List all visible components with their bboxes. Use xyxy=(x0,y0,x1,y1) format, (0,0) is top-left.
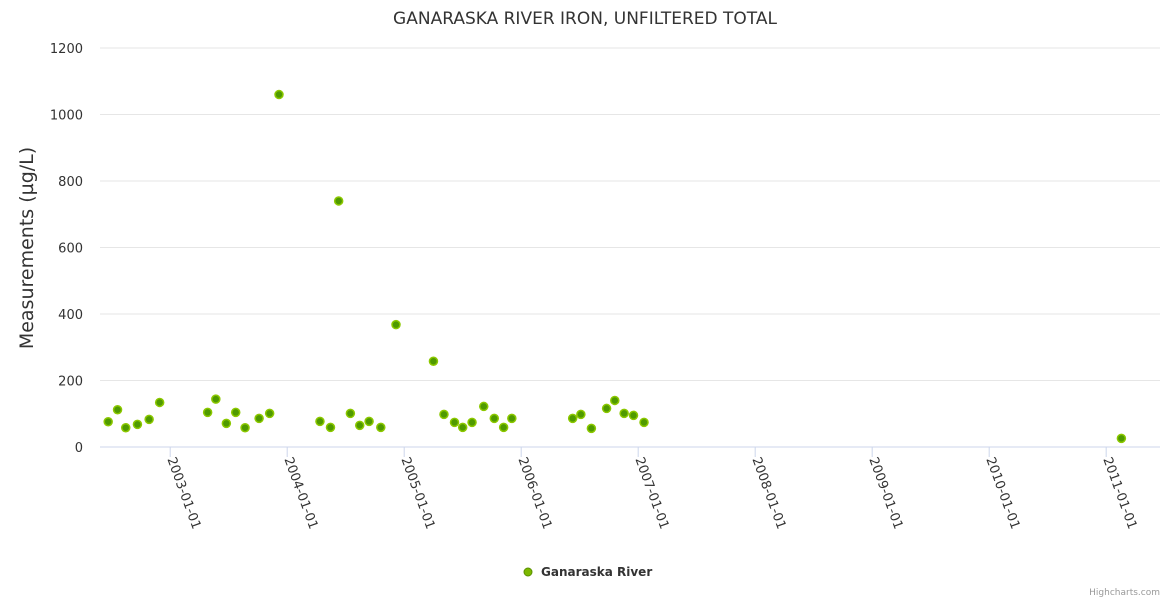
x-tick-label: 2009-01-01 xyxy=(865,455,905,531)
credits-link[interactable]: Highcharts.com xyxy=(1089,588,1160,598)
data-point xyxy=(376,422,386,433)
data-point xyxy=(467,417,477,428)
data-point xyxy=(315,416,325,427)
y-tick-label: 1200 xyxy=(50,42,83,57)
data-point xyxy=(479,401,489,412)
series-ganaraska-river xyxy=(103,89,1127,444)
data-point xyxy=(586,423,597,434)
data-point xyxy=(567,413,578,424)
data-point xyxy=(132,419,143,430)
chart-title: GANARASKA RIVER IRON, UNFILTERED TOTAL xyxy=(393,9,777,29)
grid xyxy=(100,47,1160,448)
data-point xyxy=(619,408,629,419)
data-point xyxy=(333,196,344,206)
y-axis: 0 200 400 600 800 1000 1200 xyxy=(50,42,83,456)
data-point xyxy=(498,422,509,433)
data-point xyxy=(202,407,213,418)
y-tick-label: 0 xyxy=(75,441,83,456)
legend-marker xyxy=(523,567,533,577)
data-point xyxy=(507,413,517,424)
data-point xyxy=(457,422,468,433)
data-point xyxy=(103,416,113,427)
data-point xyxy=(120,422,131,433)
y-axis-title: Measurements (µg/L) xyxy=(16,147,38,349)
data-point xyxy=(154,397,165,408)
data-point xyxy=(112,405,123,415)
y-tick-label: 400 xyxy=(58,308,83,323)
x-tick-label: 2007-01-01 xyxy=(631,455,671,531)
data-point xyxy=(240,422,250,433)
data-point xyxy=(364,416,374,427)
data-point xyxy=(610,395,620,406)
data-point xyxy=(254,413,264,424)
data-point xyxy=(576,409,586,420)
x-tick-label: 2008-01-01 xyxy=(748,455,788,531)
data-point xyxy=(264,408,275,419)
x-tick-label: 2011-01-01 xyxy=(1099,455,1139,531)
data-point xyxy=(449,417,460,428)
data-point xyxy=(489,413,500,424)
data-point xyxy=(428,356,439,366)
data-point xyxy=(439,409,449,420)
data-point xyxy=(211,394,221,404)
data-point xyxy=(628,410,639,421)
y-tick-label: 200 xyxy=(58,375,83,390)
data-point xyxy=(345,408,356,419)
data-point xyxy=(144,414,154,425)
x-tick-label: 2010-01-01 xyxy=(982,455,1022,531)
y-tick-label: 600 xyxy=(58,242,83,257)
x-tick-label: 2005-01-01 xyxy=(397,455,437,531)
data-point xyxy=(639,417,649,428)
y-tick-label: 1000 xyxy=(50,109,83,124)
x-tick-label: 2006-01-01 xyxy=(514,455,554,531)
x-tick-label: 2003-01-01 xyxy=(163,455,203,531)
legend-label[interactable]: Ganaraska River xyxy=(541,565,652,579)
data-point xyxy=(221,418,232,429)
legend-item[interactable]: Ganaraska River xyxy=(523,565,652,579)
data-point xyxy=(230,407,241,418)
y-tick-label: 800 xyxy=(58,175,83,190)
x-tick-label: 2004-01-01 xyxy=(280,455,320,531)
data-point xyxy=(1116,433,1127,444)
data-point xyxy=(274,89,284,100)
data-point xyxy=(601,403,612,414)
data-point xyxy=(391,319,401,330)
data-point xyxy=(325,422,336,433)
x-axis: 2003-01-01 2004-01-01 2005-01-01 2006-01-01… xyxy=(163,447,1139,531)
data-point xyxy=(354,420,365,431)
